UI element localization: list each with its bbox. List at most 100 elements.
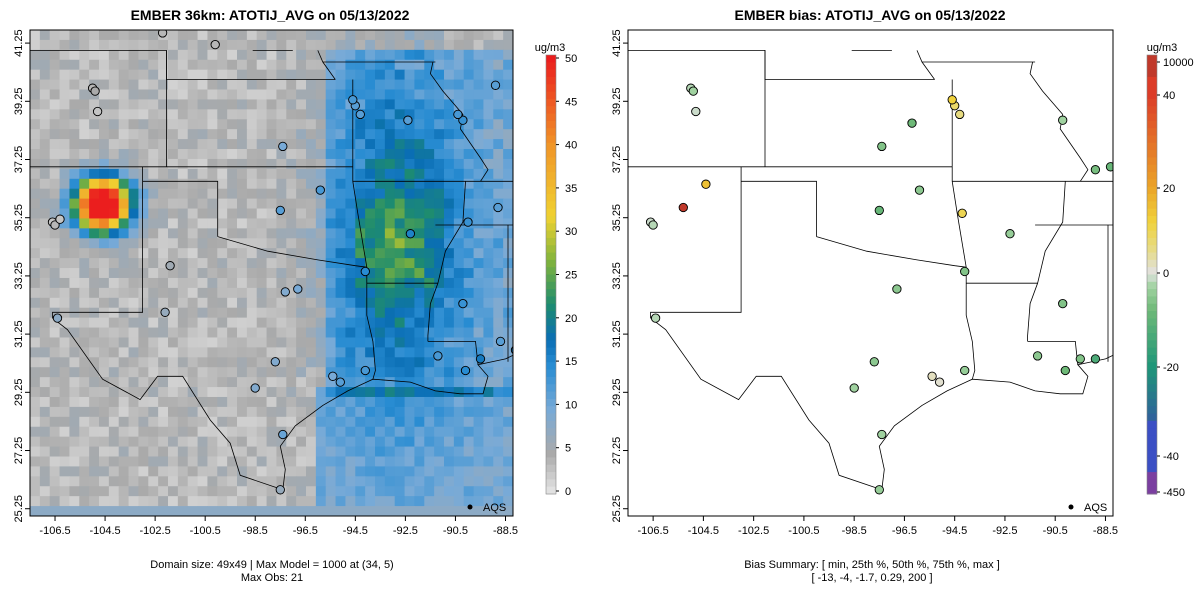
grid-cell — [30, 198, 41, 210]
grid-cell — [375, 426, 386, 438]
grid-cell — [355, 476, 366, 487]
grid-cell — [118, 446, 130, 458]
grid-cell — [434, 476, 445, 487]
grid-cell — [59, 377, 71, 388]
grid-cell — [49, 436, 61, 448]
grid-cell — [168, 149, 179, 160]
grid-cell — [207, 79, 218, 91]
grid-cell — [89, 168, 100, 180]
grid-cell — [453, 416, 465, 428]
grid-cell — [49, 198, 61, 210]
grid-cell — [286, 228, 297, 239]
grid-cell — [227, 149, 238, 160]
grid-cell — [99, 466, 110, 477]
colorbar-tick-label: -450 — [1163, 487, 1185, 499]
grid-cell — [414, 337, 425, 348]
grid-cell — [99, 416, 110, 428]
grid-cell — [158, 218, 169, 229]
grid-cell — [99, 228, 110, 239]
grid-cell — [483, 506, 494, 516]
station-point — [328, 371, 338, 381]
grid-cell — [207, 69, 218, 81]
grid-cell — [79, 248, 90, 259]
grid-cell — [345, 347, 356, 358]
grid-cell — [39, 30, 51, 41]
grid-cell — [453, 178, 465, 190]
grid-cell — [128, 119, 140, 130]
grid-cell — [227, 248, 238, 259]
colorbar-tick-label: 25 — [565, 270, 577, 282]
grid-cell — [365, 168, 376, 180]
grid-cell — [217, 396, 228, 408]
left-y-axis: 25.2527.2529.2531.2533.2535.2537.2539.25… — [13, 29, 30, 522]
grid-cell — [463, 496, 475, 507]
grid-cell — [227, 476, 238, 487]
y-tick-label: 33.25 — [13, 262, 25, 290]
grid-cell — [503, 139, 513, 150]
grid-cell — [246, 158, 258, 170]
grid-cell — [197, 426, 209, 438]
grid-cell — [296, 456, 307, 468]
grid-cell — [148, 178, 159, 190]
colorbar-swatch — [1147, 376, 1157, 385]
grid-cell — [335, 327, 347, 339]
grid-cell — [306, 486, 317, 497]
colorbar-swatch — [546, 354, 556, 363]
grid-cell — [256, 396, 268, 408]
grid-cell — [227, 396, 238, 408]
grid-cell — [99, 446, 110, 458]
grid-cell — [444, 158, 455, 170]
grid-cell — [306, 446, 317, 458]
grid-cell — [49, 347, 61, 358]
grid-cell — [266, 129, 278, 140]
grid-cell — [246, 149, 258, 160]
grid-cell — [286, 347, 297, 358]
grid-cell — [89, 258, 100, 269]
grid-cell — [444, 367, 455, 378]
grid-cell — [365, 258, 376, 269]
grid-cell — [306, 228, 317, 239]
grid-cell — [276, 347, 287, 358]
grid-cell — [49, 168, 61, 180]
grid-cell — [207, 168, 218, 180]
grid-cell — [128, 367, 140, 378]
grid-cell — [345, 277, 356, 289]
grid-cell — [197, 436, 209, 448]
grid-cell — [128, 109, 140, 120]
grid-cell — [404, 406, 416, 418]
grid-cell — [227, 188, 238, 200]
grid-cell — [187, 218, 199, 229]
grid-cell — [246, 79, 258, 91]
grid-cell — [227, 89, 238, 101]
grid-cell — [325, 228, 337, 239]
grid-cell — [483, 436, 494, 448]
grid-cell — [79, 396, 90, 408]
grid-cell — [315, 30, 327, 41]
grid-cell — [414, 218, 425, 229]
grid-cell — [404, 446, 416, 458]
grid-cell — [325, 297, 337, 309]
grid-cell — [404, 149, 416, 160]
grid-cell — [444, 30, 455, 41]
left-map-title: EMBER 36km: ATOTIJ_AVG on 05/13/2022 — [131, 7, 410, 23]
grid-cell — [89, 238, 100, 249]
station-point — [360, 365, 370, 376]
grid-cell — [148, 188, 159, 200]
grid-cell — [335, 287, 347, 299]
boundary-line — [142, 180, 219, 237]
grid-cell — [148, 99, 159, 110]
grid-cell — [89, 277, 100, 289]
grid-cell — [128, 277, 140, 289]
x-tick-label: -104.5 — [688, 525, 719, 537]
grid-cell — [187, 456, 199, 468]
grid-cell — [345, 357, 356, 368]
grid-cell — [197, 168, 209, 180]
grid-cell — [99, 119, 110, 130]
grid-cell — [89, 357, 100, 368]
grid-cell — [59, 79, 71, 91]
grid-cell — [99, 476, 110, 487]
grid-cell — [394, 357, 406, 368]
grid-cell — [355, 406, 366, 418]
grid-cell — [69, 119, 80, 130]
grid-cell — [473, 69, 485, 81]
